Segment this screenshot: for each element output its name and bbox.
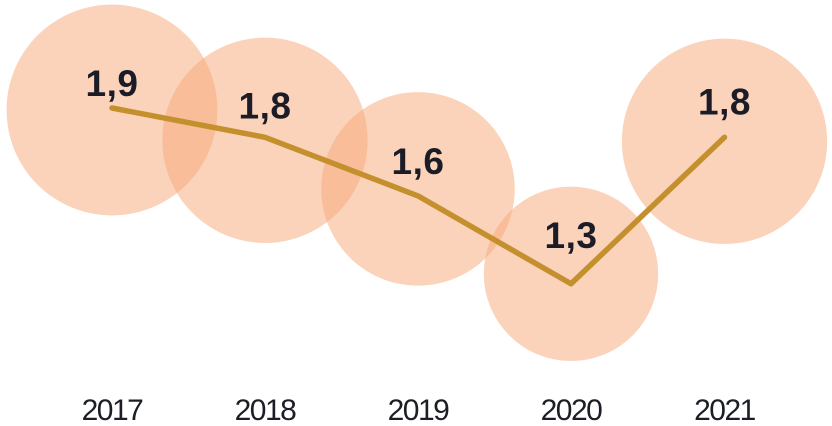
- bubble-2018: [162, 37, 368, 243]
- value-label-2017: 1,9: [86, 63, 139, 104]
- x-axis-label-2021: 2021: [694, 394, 756, 426]
- bubble-2019: [321, 92, 515, 286]
- value-label-2020: 1,3: [545, 215, 598, 256]
- x-axis-label-2017: 2017: [82, 394, 144, 426]
- bubble-2021: [621, 38, 828, 244]
- trend-line: [109, 105, 728, 287]
- x-axis-label-2019: 2019: [388, 394, 450, 426]
- value-label-2021: 1,8: [698, 81, 751, 122]
- x-axis-label-2020: 2020: [541, 394, 603, 426]
- bubble-2020: [483, 186, 659, 362]
- value-label-2019: 1,6: [392, 141, 445, 182]
- value-label-2018: 1,8: [239, 85, 292, 126]
- x-axis-label-2018: 2018: [235, 394, 297, 426]
